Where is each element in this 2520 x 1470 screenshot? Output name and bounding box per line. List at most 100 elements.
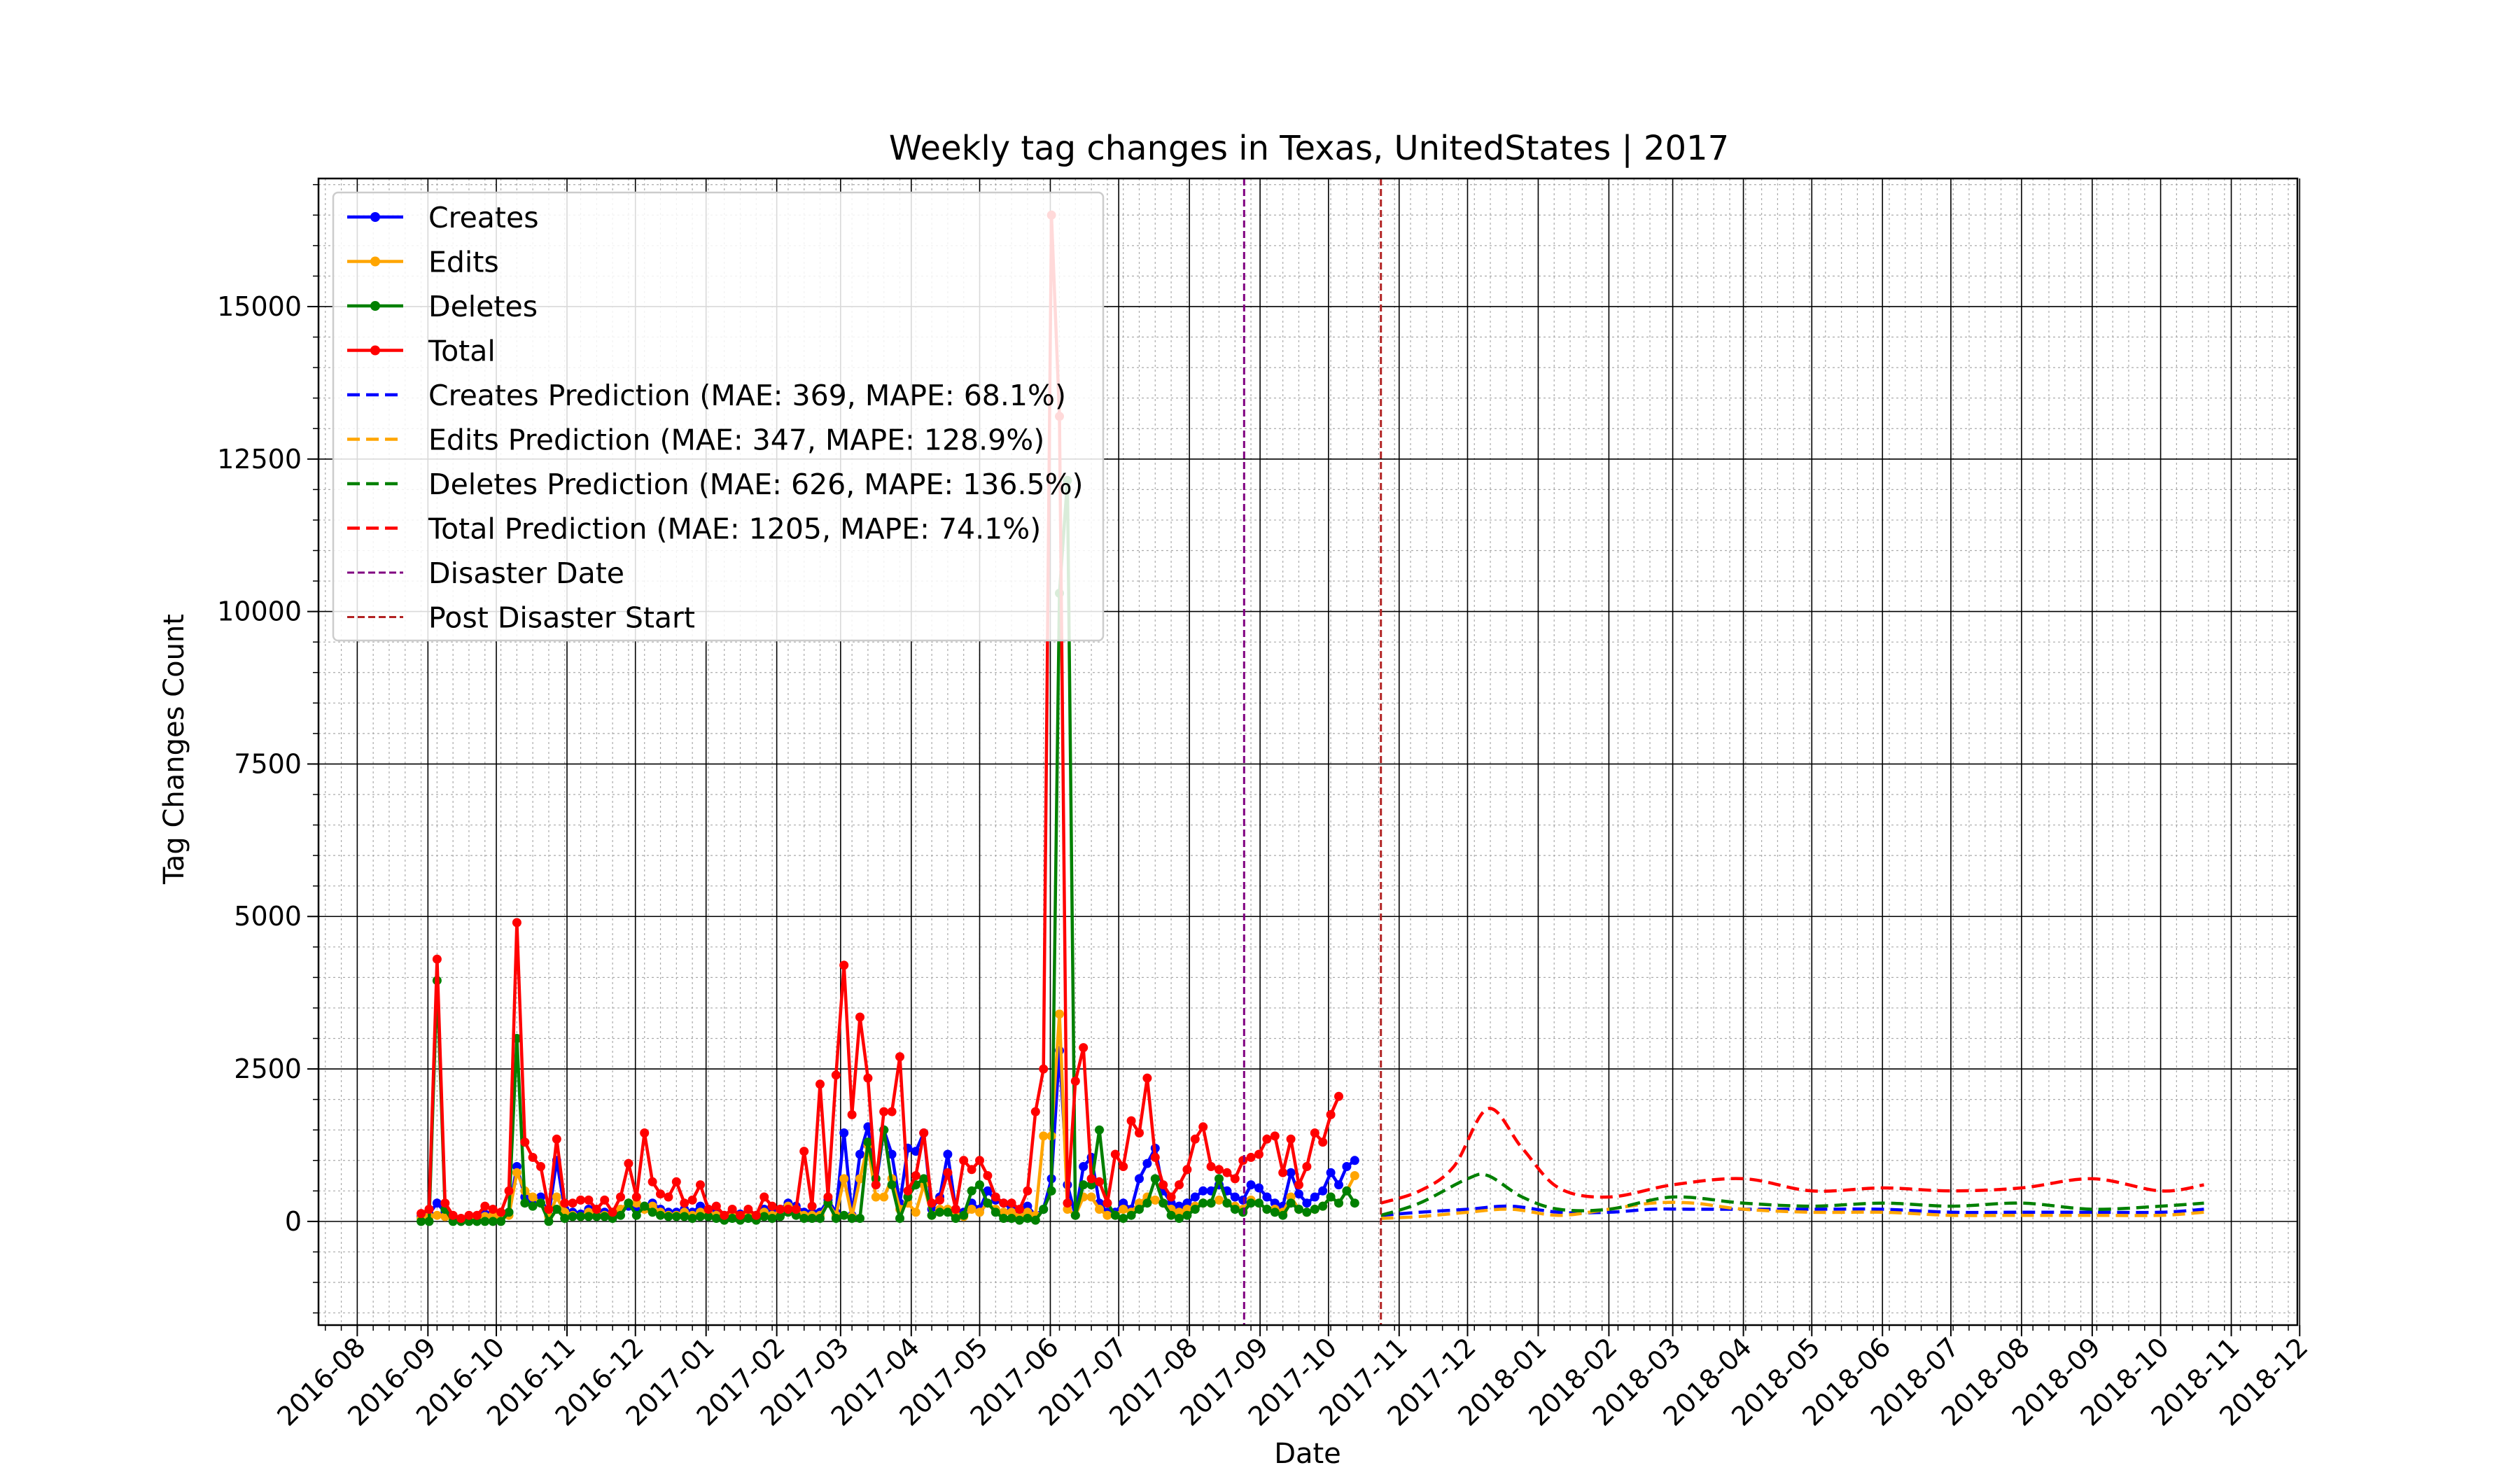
data-point [799,1214,809,1223]
data-point [855,1149,864,1159]
data-point [520,1198,530,1208]
data-point [1238,1195,1248,1205]
data-point [1039,1131,1049,1141]
data-point [544,1205,554,1214]
data-point [536,1162,545,1171]
data-point [1166,1192,1176,1202]
data-point [760,1192,769,1202]
data-point [959,1156,969,1166]
data-point [1190,1205,1200,1214]
data-point [990,1208,1000,1217]
data-point [1095,1125,1104,1135]
data-point [680,1198,690,1208]
data-point [927,1210,937,1220]
data-point [903,1186,913,1196]
data-point [576,1212,585,1222]
data-point [863,1073,873,1083]
data-point [776,1205,785,1214]
series-7 [1380,1107,2204,1205]
legend-entry: Creates Prediction (MAE: 369, MAPE: 68.1… [347,379,1066,412]
data-point [967,1165,976,1175]
data-point [536,1198,545,1208]
data-point [512,1168,522,1177]
data-point [656,1210,665,1220]
data-point [584,1195,594,1205]
data-point [983,1186,993,1196]
data-point [1230,1205,1240,1214]
data-point [1119,1214,1128,1223]
data-point [1150,1174,1160,1184]
data-point [1086,1192,1096,1202]
data-point [1318,1138,1328,1147]
data-point [1262,1134,1272,1144]
data-point [704,1212,713,1222]
data-point [951,1205,960,1214]
data-point [1206,1198,1216,1208]
data-point [983,1171,993,1180]
data-point [440,1198,450,1208]
data-point [1342,1162,1352,1171]
data-point [951,1214,960,1223]
data-point [1302,1208,1312,1217]
legend-entry: Post Disaster Start [347,601,695,635]
data-point [1246,1180,1256,1190]
data-point [919,1174,929,1184]
data-point [496,1208,506,1217]
data-point [512,918,522,927]
data-point [760,1212,769,1222]
series-6 [1380,1172,2204,1217]
legend-label: Creates Prediction (MAE: 369, MAPE: 68.1… [428,379,1066,412]
series-3 [416,210,1343,1223]
data-point [432,954,442,964]
data-point [839,1174,849,1184]
data-point [576,1195,585,1205]
y-tick-label: 10000 [217,596,302,627]
data-point [624,1158,634,1168]
data-point [1350,1198,1359,1208]
data-point [1142,1158,1152,1168]
data-point [1135,1128,1144,1138]
data-point [799,1147,809,1156]
legend-entry: Total Prediction (MAE: 1205, MAPE: 74.1%… [347,512,1041,546]
legend-box [332,191,1105,642]
data-point [528,1201,538,1211]
data-point [720,1210,729,1220]
data-point [1278,1210,1288,1220]
data-point [1086,1174,1096,1184]
legend-label: Deletes [428,290,538,323]
data-point [488,1217,498,1226]
data-point [1318,1201,1328,1211]
data-point [1230,1174,1240,1184]
data-point [1214,1174,1224,1184]
data-point [1030,1215,1040,1225]
data-point [816,1214,825,1223]
data-point [816,1079,825,1089]
data-point [432,1198,442,1208]
data-point [640,1128,650,1138]
data-point [1046,1186,1056,1196]
x-axis-label: Date [1274,1438,1341,1470]
data-point [1326,1192,1336,1202]
data-point [1326,1110,1336,1119]
data-point [1190,1192,1200,1202]
data-point [1278,1168,1288,1177]
data-point [879,1107,889,1116]
legend-entry: Deletes Prediction (MAE: 626, MAPE: 136.… [347,468,1084,501]
legend-entry: Disaster Date [347,556,624,590]
data-point [1030,1107,1040,1116]
data-point [1214,1195,1224,1205]
data-point [847,1214,857,1223]
data-point [552,1205,561,1214]
data-point [1270,1131,1280,1141]
data-point [839,1128,849,1138]
data-point [560,1198,570,1208]
data-point [1198,1122,1208,1132]
data-point [1039,1205,1049,1214]
data-point [1246,1152,1256,1162]
data-point [656,1189,665,1199]
data-point [464,1210,474,1220]
legend-entry: Creates [347,201,539,234]
legend-entry: Deletes [347,290,538,323]
legend-label: Post Disaster Start [428,601,695,635]
data-point [687,1214,697,1223]
